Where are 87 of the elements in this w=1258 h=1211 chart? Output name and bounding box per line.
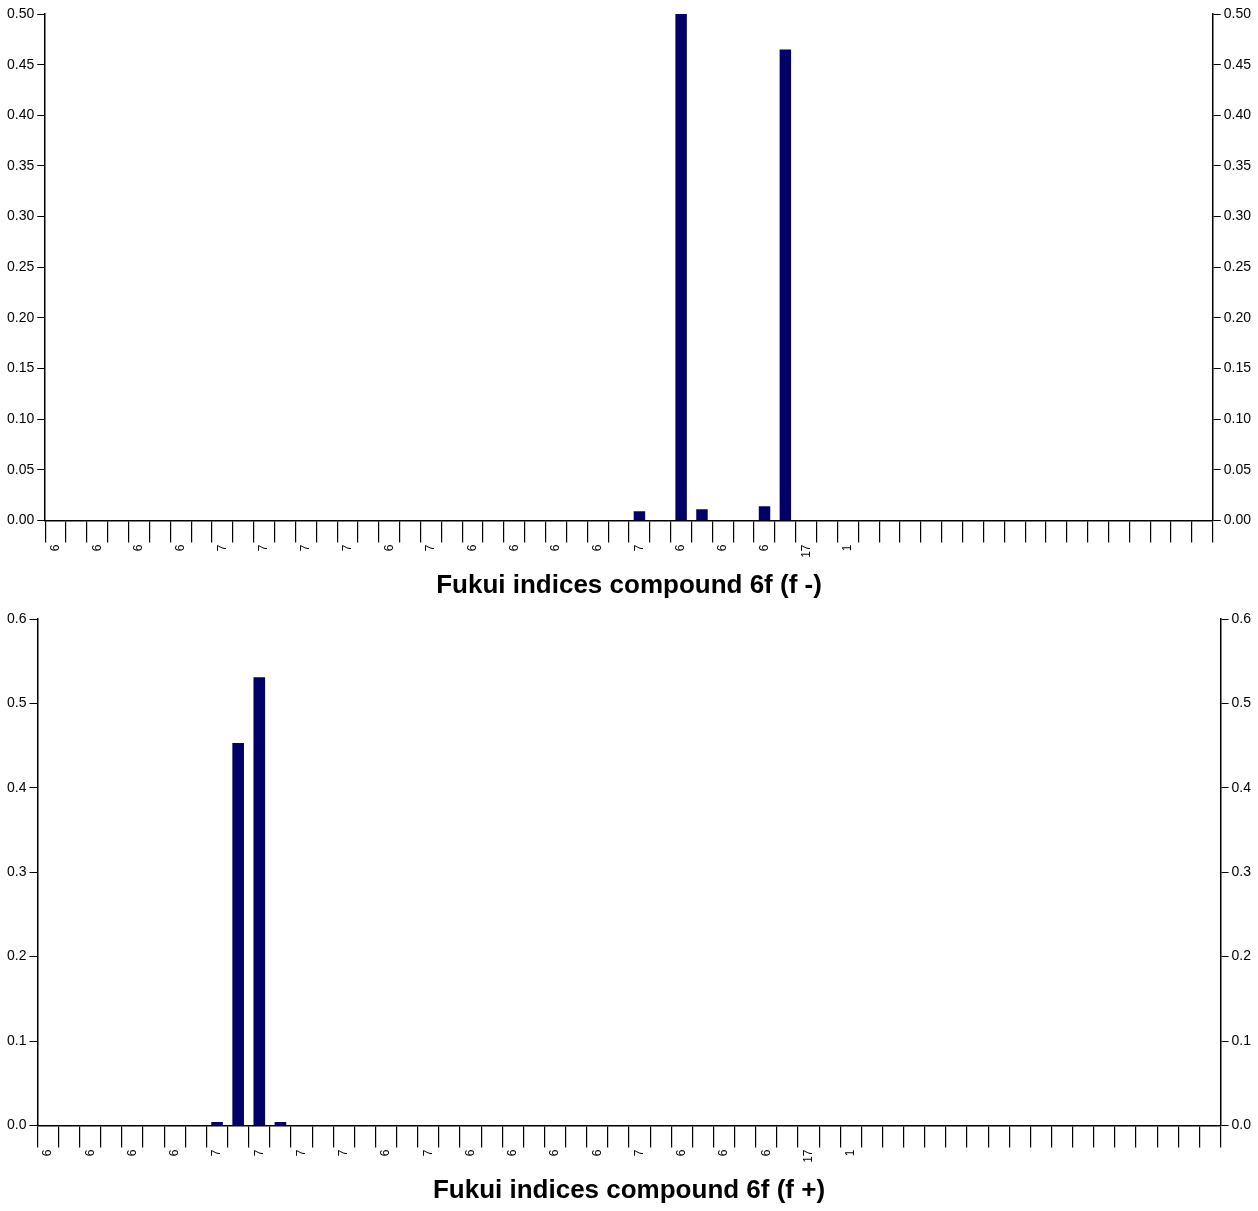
x-tick-label: 7	[339, 544, 354, 552]
x-tick-label: 7	[420, 1149, 435, 1157]
x-tick-label: 6	[381, 544, 396, 552]
y-tick-label: 0.6	[6, 609, 27, 626]
x-tick-label: 6	[548, 544, 563, 552]
y-tick-label: 0.15	[7, 359, 35, 376]
y2-tick-label: 0.45	[1223, 55, 1252, 72]
y2-tick-label: 0.35	[1223, 156, 1252, 173]
y-tick-label: 0.0	[6, 1116, 27, 1133]
x-tick-label: 6	[716, 1149, 731, 1157]
x-tick-label: 6	[89, 544, 104, 552]
x-axis-title: Fukui indices compound 6f (f -)	[436, 568, 822, 599]
y2-tick-label: 0.10	[1223, 410, 1252, 427]
bar	[232, 743, 244, 1125]
y2-tick-label: 0.5	[1231, 694, 1252, 711]
x-tick-label: 6	[674, 1149, 689, 1157]
y2-tick-label: 0.0	[1231, 1116, 1252, 1133]
y2-tick-label: 0.20	[1223, 308, 1252, 325]
y2-tick-label: 0.25	[1223, 258, 1252, 275]
x-tick-label: 6	[131, 544, 146, 552]
x-tick-label: 6	[505, 1149, 520, 1157]
x-tick-label: 7	[631, 1149, 646, 1157]
x-tick-label: 6	[47, 544, 62, 552]
x-tick-label: 6	[124, 1149, 139, 1157]
x-axis-title: Fukui indices compound 6f (f +)	[432, 1173, 826, 1204]
x-tick-label: 6	[506, 544, 521, 552]
x-tick-label: 6	[756, 544, 771, 552]
x-tick-label: 7	[209, 1149, 224, 1157]
y-tick-label: 0.05	[7, 460, 35, 477]
x-tick-label: 7	[214, 544, 229, 552]
x-tick-label: 7	[631, 544, 646, 552]
x-tick-label: 6	[462, 1149, 477, 1157]
x-tick-label: 6	[378, 1149, 393, 1157]
y-tick-label: 0.30	[7, 207, 35, 224]
y-tick-label: 0.2	[6, 947, 27, 964]
x-tick-label: 6	[167, 1149, 182, 1157]
x-tick-label: 7	[336, 1149, 351, 1157]
y2-tick-label: 0.40	[1223, 106, 1252, 123]
x-tick-label: 6	[547, 1149, 562, 1157]
y2-tick-label: 0.2	[1231, 947, 1252, 964]
x-tick-label: 7	[298, 544, 313, 552]
x-tick-label: 6	[673, 544, 688, 552]
bar	[675, 14, 687, 520]
x-tick-label: 17	[798, 544, 813, 558]
x-tick-label: 7	[293, 1149, 308, 1157]
y-tick-label: 0.3	[6, 863, 27, 880]
x-tick-label: 17	[800, 1149, 815, 1163]
x-tick-label: 6	[758, 1149, 773, 1157]
x-tick-label: 1	[843, 1149, 858, 1157]
x-tick-label: 7	[251, 1149, 266, 1157]
y2-tick-label: 0.1	[1231, 1031, 1252, 1048]
x-tick-label: 6	[589, 1149, 604, 1157]
x-tick-label: 6	[40, 1149, 55, 1157]
y2-tick-label: 0.15	[1223, 359, 1252, 376]
y2-tick-label: 0.3	[1231, 863, 1252, 880]
y-tick-label: 0.5	[6, 694, 27, 711]
y-tick-label: 0.00	[7, 511, 35, 528]
bar	[253, 677, 266, 1125]
x-tick-label: 7	[423, 544, 438, 552]
y2-tick-label: 0.4	[1231, 778, 1252, 795]
bar	[696, 509, 708, 520]
y-tick-label: 0.20	[7, 308, 35, 325]
bar	[274, 1122, 287, 1125]
y-tick-label: 0.40	[7, 106, 35, 123]
x-tick-label: 6	[590, 544, 605, 552]
x-tick-label: 7	[256, 544, 271, 552]
bar	[211, 1122, 223, 1125]
y-tick-label: 0.10	[7, 410, 35, 427]
y-tick-label: 0.50	[7, 4, 35, 21]
x-tick-label: 6	[82, 1149, 97, 1157]
x-tick-label: 1	[840, 544, 855, 552]
y2-tick-label: 0.6	[1231, 609, 1252, 626]
y-tick-label: 0.35	[7, 156, 35, 173]
y-tick-label: 0.45	[7, 55, 35, 72]
bar	[779, 49, 792, 520]
y2-tick-label: 0.30	[1223, 207, 1252, 224]
x-tick-label: 6	[464, 544, 479, 552]
bar	[758, 506, 771, 520]
x-tick-label: 6	[173, 544, 188, 552]
y-tick-label: 0.4	[6, 778, 27, 795]
y2-tick-label: 0.05	[1223, 460, 1252, 477]
y2-tick-label: 0.50	[1223, 4, 1252, 21]
y-tick-label: 0.25	[7, 258, 35, 275]
bar	[633, 511, 646, 520]
y-tick-label: 0.1	[6, 1031, 27, 1048]
y2-tick-label: 0.00	[1223, 511, 1252, 528]
x-tick-label: 6	[715, 544, 730, 552]
